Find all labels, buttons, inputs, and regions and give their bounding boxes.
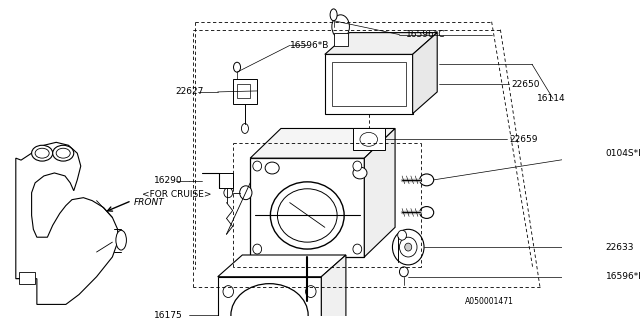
Text: 22650: 22650 xyxy=(511,79,540,89)
Bar xyxy=(19,272,35,284)
Bar xyxy=(218,277,321,320)
Ellipse shape xyxy=(116,230,127,250)
Polygon shape xyxy=(218,255,346,277)
Bar xyxy=(353,129,385,150)
Ellipse shape xyxy=(253,244,262,254)
Ellipse shape xyxy=(271,182,344,249)
Ellipse shape xyxy=(224,188,233,198)
Ellipse shape xyxy=(420,207,434,219)
Ellipse shape xyxy=(420,174,434,186)
Ellipse shape xyxy=(277,189,337,242)
Ellipse shape xyxy=(404,243,412,251)
Ellipse shape xyxy=(360,132,378,146)
Text: 22627: 22627 xyxy=(175,87,204,96)
Bar xyxy=(237,84,250,98)
Ellipse shape xyxy=(353,167,367,179)
Bar xyxy=(220,173,233,188)
Ellipse shape xyxy=(56,148,70,158)
Polygon shape xyxy=(364,129,395,257)
Polygon shape xyxy=(321,255,346,320)
Text: 16596*B: 16596*B xyxy=(606,272,640,281)
Bar xyxy=(333,33,348,46)
Polygon shape xyxy=(413,33,437,114)
Text: A050001471: A050001471 xyxy=(465,297,514,306)
Ellipse shape xyxy=(31,145,52,161)
Ellipse shape xyxy=(353,244,362,254)
Bar xyxy=(325,54,413,114)
Text: 16114: 16114 xyxy=(538,94,566,103)
Ellipse shape xyxy=(330,9,337,21)
Polygon shape xyxy=(16,142,118,304)
Ellipse shape xyxy=(305,286,316,298)
Ellipse shape xyxy=(231,284,308,320)
Ellipse shape xyxy=(399,267,408,277)
Text: 22659: 22659 xyxy=(509,135,538,144)
Ellipse shape xyxy=(52,145,74,161)
Text: <FOR CRUISE>: <FOR CRUISE> xyxy=(142,190,212,199)
Ellipse shape xyxy=(223,286,234,298)
Ellipse shape xyxy=(234,62,241,72)
Ellipse shape xyxy=(397,230,406,240)
Ellipse shape xyxy=(239,186,252,200)
Polygon shape xyxy=(325,33,437,54)
Text: 16290: 16290 xyxy=(154,176,182,185)
Bar xyxy=(332,62,406,106)
Text: FRONT: FRONT xyxy=(134,198,164,207)
Ellipse shape xyxy=(265,162,279,174)
Ellipse shape xyxy=(399,237,417,257)
Bar xyxy=(250,158,364,257)
Ellipse shape xyxy=(241,124,248,133)
Ellipse shape xyxy=(35,148,49,158)
Text: 16596*B: 16596*B xyxy=(290,41,329,50)
Ellipse shape xyxy=(392,229,424,265)
Polygon shape xyxy=(250,129,395,158)
Text: 22633: 22633 xyxy=(606,243,634,252)
Ellipse shape xyxy=(332,15,349,38)
Bar xyxy=(233,79,257,104)
Text: 16175: 16175 xyxy=(154,311,182,320)
Ellipse shape xyxy=(253,161,262,171)
Ellipse shape xyxy=(353,161,362,171)
Text: 0104S*I: 0104S*I xyxy=(606,149,640,158)
Text: 16596*C: 16596*C xyxy=(406,30,445,39)
